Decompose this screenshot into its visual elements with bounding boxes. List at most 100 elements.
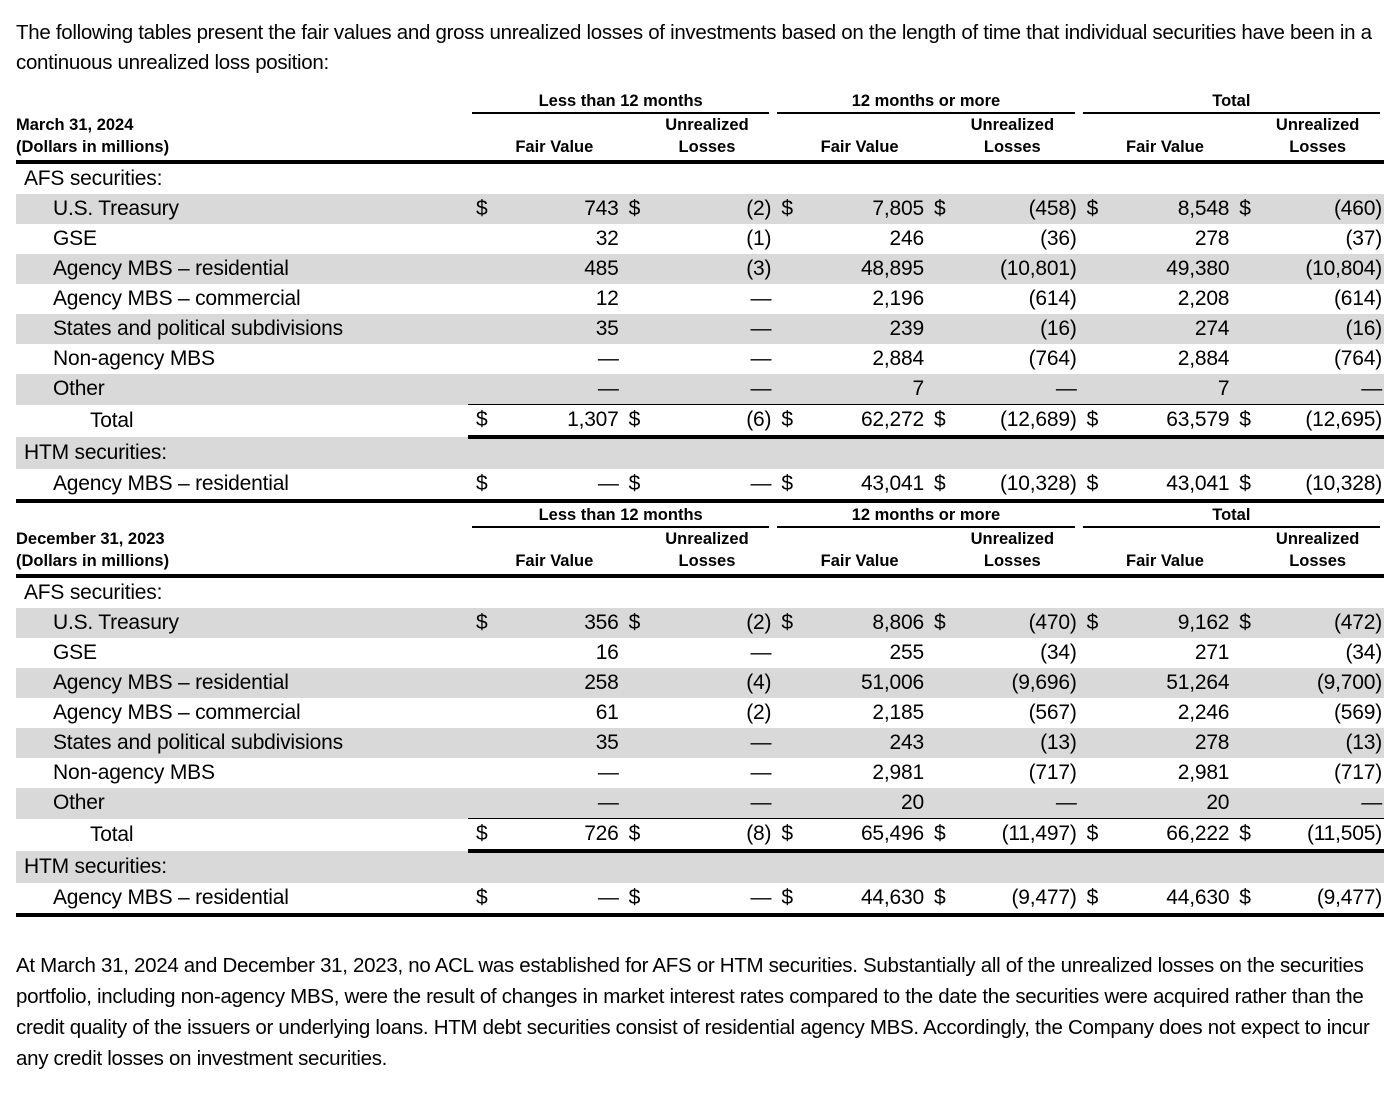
currency-symbol: $ xyxy=(933,886,946,909)
currency-symbol: $ xyxy=(781,611,793,634)
value-cell: 2,884 xyxy=(1079,344,1232,374)
cell-value: (614) xyxy=(1333,287,1382,310)
empty-cell xyxy=(773,162,926,194)
value-cell: 35 xyxy=(468,314,621,344)
group-label: Less than 12 months xyxy=(472,504,770,528)
cell-value: 8,806 xyxy=(872,611,924,634)
value-wrap: $356 xyxy=(468,611,621,635)
currency-symbol: $ xyxy=(1239,408,1251,431)
cell-value: 32 xyxy=(595,227,619,250)
group-label: 12 months or more xyxy=(777,504,1075,528)
currency-symbol: $ xyxy=(933,197,946,220)
cell-value: (4) xyxy=(746,671,772,694)
value-cell: $ (12,689) xyxy=(925,404,1079,439)
cell-value: 8,548 xyxy=(1177,197,1230,220)
value-wrap: $726 xyxy=(468,822,621,846)
row-label: Agency MBS – commercial xyxy=(53,287,301,310)
row-label: U.S. Treasury xyxy=(16,194,468,224)
cell-value: (8) xyxy=(746,822,772,845)
value-cell: $65,496 xyxy=(773,818,926,853)
cell-value: 12 xyxy=(595,287,619,310)
column-header-row: March 31, 2024 (Dollars in millions) Fair … xyxy=(16,114,1384,162)
cell-value: — xyxy=(1055,377,1077,400)
currency-symbol: $ xyxy=(628,408,641,431)
cell-value: 726 xyxy=(584,822,619,845)
currency-symbol: $ xyxy=(933,822,946,845)
value-wrap: $ — xyxy=(468,472,621,496)
value-cell: (37) xyxy=(1231,224,1384,254)
footer-text: At March 31, 2024 and December 31, 2023,… xyxy=(16,954,1370,1070)
cell-value: 2,981 xyxy=(1177,761,1230,784)
section-row: HTM securities: xyxy=(16,851,1384,883)
cell-value: 271 xyxy=(1194,641,1230,664)
value-cell: (717) xyxy=(1231,758,1384,788)
value-cell: $62,272 xyxy=(773,404,926,439)
value-wrap: $ (470) xyxy=(926,611,1079,635)
item-row: GSE 16 — 255 (34) 271 (34) xyxy=(16,638,1384,668)
cell-value: 65,496 xyxy=(860,822,924,845)
value-wrap: 278 xyxy=(1079,227,1232,251)
cell-value: 62,272 xyxy=(860,408,924,431)
row-label: Agency MBS – residential xyxy=(16,254,468,284)
value-cell: 255 xyxy=(773,638,926,668)
value-cell: — xyxy=(620,788,774,819)
value-wrap: (717) xyxy=(926,761,1079,785)
date: December 31, 2023 xyxy=(16,530,165,548)
value-wrap: — xyxy=(621,791,774,815)
cell-value: — xyxy=(597,472,619,495)
currency-symbol: $ xyxy=(476,472,488,495)
currency-symbol: $ xyxy=(628,472,641,495)
value-cell: (13) xyxy=(1231,728,1384,758)
intro-text: The following tables present the fair va… xyxy=(16,21,1372,74)
currency-symbol: $ xyxy=(781,822,793,845)
cell-value: (470) xyxy=(1028,611,1077,634)
value-wrap: 243 xyxy=(773,731,926,755)
cell-value: (13) xyxy=(1040,731,1077,754)
value-cell: — xyxy=(620,728,774,758)
item-row: Agency MBS – commercial 61 (2) 2,185 (567) 2,… xyxy=(16,698,1384,728)
value-wrap: $ (11,497) xyxy=(926,822,1079,846)
value-cell: $ (10,328) xyxy=(1231,469,1384,501)
cell-value: 2,196 xyxy=(872,287,924,310)
currency-symbol: $ xyxy=(1239,472,1251,495)
cell-value: 2,981 xyxy=(872,761,924,784)
group-label: Less than 12 months xyxy=(472,90,770,114)
cell-value: — xyxy=(750,886,772,909)
cell-value: 35 xyxy=(595,731,619,754)
value-cell: 20 xyxy=(1078,788,1232,819)
value-cell: 258 xyxy=(468,668,621,698)
value-wrap: (34) xyxy=(1231,641,1384,665)
cell-value: (10,328) xyxy=(1000,472,1077,495)
value-cell: (764) xyxy=(1231,344,1384,374)
value-cell: 48,895 xyxy=(773,254,926,284)
currency-symbol: $ xyxy=(1086,886,1099,909)
value-cell: — xyxy=(1231,374,1384,405)
currency-symbol: $ xyxy=(781,197,793,220)
value-wrap: $ (9,477) xyxy=(1231,886,1384,910)
group-header-row: Less than 12 months 12 months or more Tota… xyxy=(16,90,1384,114)
value-wrap: $62,272 xyxy=(773,408,926,432)
column-header: Unrealized Losses xyxy=(665,530,749,570)
row-label: Total xyxy=(90,822,134,846)
value-wrap: 61 xyxy=(468,701,621,725)
data-table: Less than 12 months 12 months or more Tota… xyxy=(16,504,1384,917)
value-cell: (1) xyxy=(621,224,774,254)
value-wrap: (16) xyxy=(926,317,1079,341)
value-wrap: $ (10,328) xyxy=(1231,472,1384,496)
cell-value: — xyxy=(597,347,619,370)
value-cell: $ (460) xyxy=(1231,194,1384,224)
cell-value: — xyxy=(750,347,772,370)
currency-symbol: $ xyxy=(476,197,488,220)
currency-symbol: $ xyxy=(781,472,793,495)
value-cell: 32 xyxy=(468,224,621,254)
column-header: Fair Value xyxy=(515,552,594,570)
cell-value: (2) xyxy=(746,197,772,220)
value-cell: (16) xyxy=(1231,314,1384,344)
currency-symbol: $ xyxy=(781,408,793,431)
period-label: March 31, 2024 (Dollars in millions) xyxy=(16,114,468,162)
row-label: Agency MBS – residential xyxy=(53,472,289,495)
cell-value: — xyxy=(1055,791,1077,814)
value-wrap: $ (472) xyxy=(1231,611,1384,635)
cell-value: 43,041 xyxy=(1166,472,1230,495)
